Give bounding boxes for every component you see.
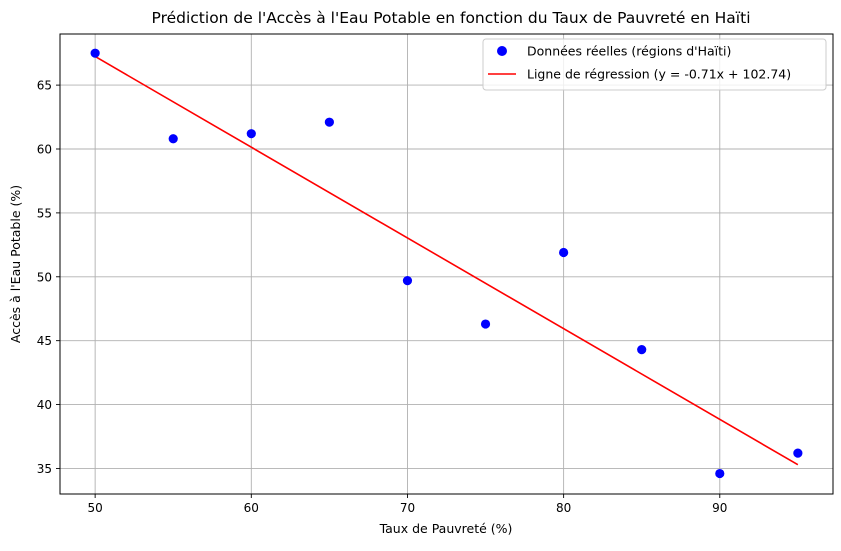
legend: Données réelles (régions d'Haïti) Ligne … xyxy=(482,38,827,91)
y-tick-label: 35 xyxy=(37,462,52,476)
data-point xyxy=(168,134,178,144)
regression-layer xyxy=(94,55,799,466)
y-tick-label: 55 xyxy=(37,206,52,220)
y-tick-label: 45 xyxy=(37,334,52,348)
chart-title: Prédiction de l'Accès à l'Eau Potable en… xyxy=(152,9,751,27)
data-point xyxy=(480,319,491,329)
x-tick-label: 90 xyxy=(712,501,727,515)
data-point xyxy=(90,48,100,58)
x-axis-label: Taux de Pauvreté (%) xyxy=(379,521,513,536)
y-tick-label: 65 xyxy=(37,79,52,93)
regression-line xyxy=(94,55,799,466)
legend-label-line: Ligne de régression (y = -0.71x + 102.74… xyxy=(527,67,791,82)
legend-box xyxy=(482,38,827,91)
y-axis-label: Accès à l'Eau Potable (%) xyxy=(8,185,23,343)
data-point xyxy=(793,448,803,458)
legend-label-scatter: Données réelles (régions d'Haïti) xyxy=(527,44,731,59)
data-point xyxy=(637,345,647,355)
plot-frame xyxy=(59,33,834,495)
data-point xyxy=(246,129,256,139)
data-point xyxy=(559,247,569,258)
y-tick-label: 50 xyxy=(37,270,52,284)
x-tick-label: 50 xyxy=(87,501,102,515)
data-points xyxy=(90,48,803,479)
x-tick-label: 60 xyxy=(244,501,259,515)
x-axis-ticks: 50 60 70 80 90 xyxy=(87,494,727,515)
y-tick-label: 40 xyxy=(37,398,52,412)
data-point xyxy=(324,117,334,127)
grid-lines xyxy=(60,34,833,494)
data-point xyxy=(715,468,725,479)
x-tick-label: 70 xyxy=(400,501,415,515)
y-tick-label: 60 xyxy=(37,143,52,157)
data-point xyxy=(402,276,413,286)
x-tick-label: 80 xyxy=(556,501,571,515)
y-axis-ticks: 35 40 45 50 55 60 65 xyxy=(37,79,60,476)
legend-marker-scatter xyxy=(497,46,507,56)
